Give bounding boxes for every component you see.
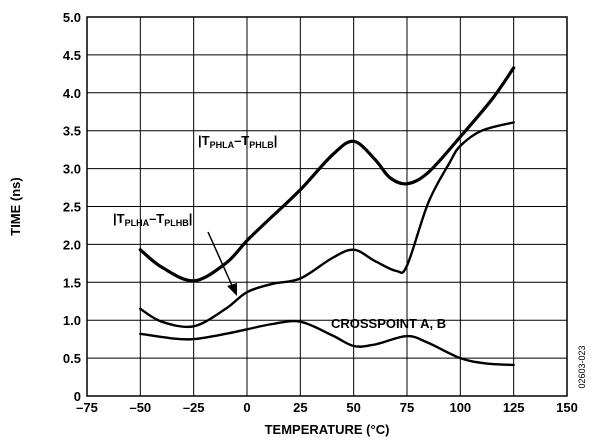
y-tick-label: 4.0 xyxy=(63,86,81,101)
y-tick-label: 0 xyxy=(74,389,81,404)
x-tick-label: 25 xyxy=(293,400,307,415)
y-tick-label: 3.5 xyxy=(63,124,81,139)
x-tick-label: –25 xyxy=(183,400,205,415)
y-tick-labels: 0 0.5 1.0 1.5 2.0 2.5 3.0 3.5 4.0 4.5 5.0 xyxy=(63,10,81,404)
y-tick-label: 2.5 xyxy=(63,200,81,215)
y-tick-label: 0.5 xyxy=(63,351,81,366)
y-tick-label: 3.0 xyxy=(63,162,81,177)
y-tick-label: 2.0 xyxy=(63,237,81,252)
x-tick-label: 100 xyxy=(449,400,471,415)
x-tick-label: 150 xyxy=(556,400,578,415)
series-line-0 xyxy=(138,66,516,283)
x-tick-label: 50 xyxy=(346,400,360,415)
series-line-2 xyxy=(139,319,515,367)
y-axis-title: TIME (ns) xyxy=(8,177,23,236)
x-tick-label: 75 xyxy=(400,400,414,415)
plot-frame xyxy=(86,16,568,397)
x-tick-label: 125 xyxy=(503,400,525,415)
y-tick-label: 1.5 xyxy=(63,275,81,290)
series-lines xyxy=(138,66,516,367)
y-tick-label: 1.0 xyxy=(63,313,81,328)
grid xyxy=(87,17,567,396)
series-label-crosspoint: CROSSPOINT A, B xyxy=(331,316,446,331)
x-tick-label: –50 xyxy=(129,400,151,415)
y-tick-label: 5.0 xyxy=(63,10,81,25)
x-tick-label: –75 xyxy=(76,400,98,415)
x-axis-title: TEMPERATURE (°C) xyxy=(265,422,390,437)
x-tick-labels: –75 –50 –25 0 25 50 75 100 125 150 xyxy=(76,400,578,415)
annotation-arrow xyxy=(207,231,237,296)
series-label-phl: |TPHLA–TPHLB| xyxy=(198,133,277,150)
series-line-1 xyxy=(139,121,515,329)
figure-code: 02603-023 xyxy=(577,345,587,388)
y-tick-label: 4.5 xyxy=(63,48,81,63)
x-tick-label: 0 xyxy=(243,400,250,415)
series-label-plh: |TPLHA–TPLHB| xyxy=(113,211,192,228)
